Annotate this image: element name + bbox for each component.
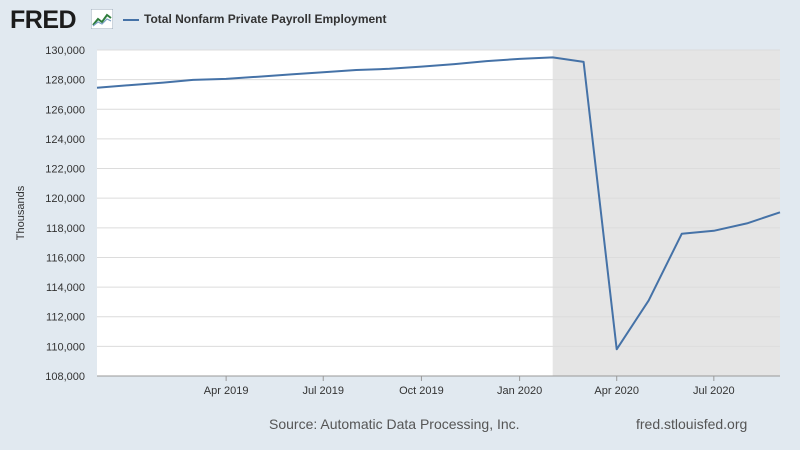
header: FRED Total Nonfarm Private Payroll Emplo… xyxy=(0,0,800,40)
y-tick-label: 114,000 xyxy=(46,282,85,294)
legend-label: Total Nonfarm Private Payroll Employment xyxy=(144,12,387,26)
fred-chart-icon xyxy=(91,9,113,29)
series-line[interactable] xyxy=(96,56,781,351)
x-tick-label: Jul 2019 xyxy=(302,385,344,397)
x-tick-label: Oct 2019 xyxy=(399,385,444,397)
y-tick-label: 130,000 xyxy=(45,45,85,57)
fred-logo[interactable]: FRED xyxy=(10,6,77,34)
x-tick-label: Jan 2020 xyxy=(497,385,542,397)
y-tick-label: 110,000 xyxy=(46,341,85,353)
y-tick-label: 108,000 xyxy=(45,371,85,383)
legend-swatch xyxy=(123,19,139,21)
y-axis-label: Thousands xyxy=(15,185,27,240)
y-tick-label: 122,000 xyxy=(45,164,85,176)
y-tick-label: 124,000 xyxy=(45,134,85,146)
y-tick-label: 118,000 xyxy=(46,223,85,235)
fred-url-link[interactable]: fred.stlouisfed.org xyxy=(636,416,748,432)
y-tick-label: 128,000 xyxy=(45,75,85,87)
recession-shading xyxy=(552,50,780,376)
y-tick-label: 112,000 xyxy=(46,312,85,324)
y-tick-label: 116,000 xyxy=(46,252,85,264)
y-tick-label: 120,000 xyxy=(45,193,85,205)
source-credit: Source: Automatic Data Processing, Inc. xyxy=(269,416,520,432)
x-tick-label: Apr 2019 xyxy=(204,385,249,397)
x-tick-label: Apr 2020 xyxy=(594,385,639,397)
y-tick-label: 126,000 xyxy=(45,104,85,116)
x-tick-label: Jul 2020 xyxy=(693,385,735,397)
